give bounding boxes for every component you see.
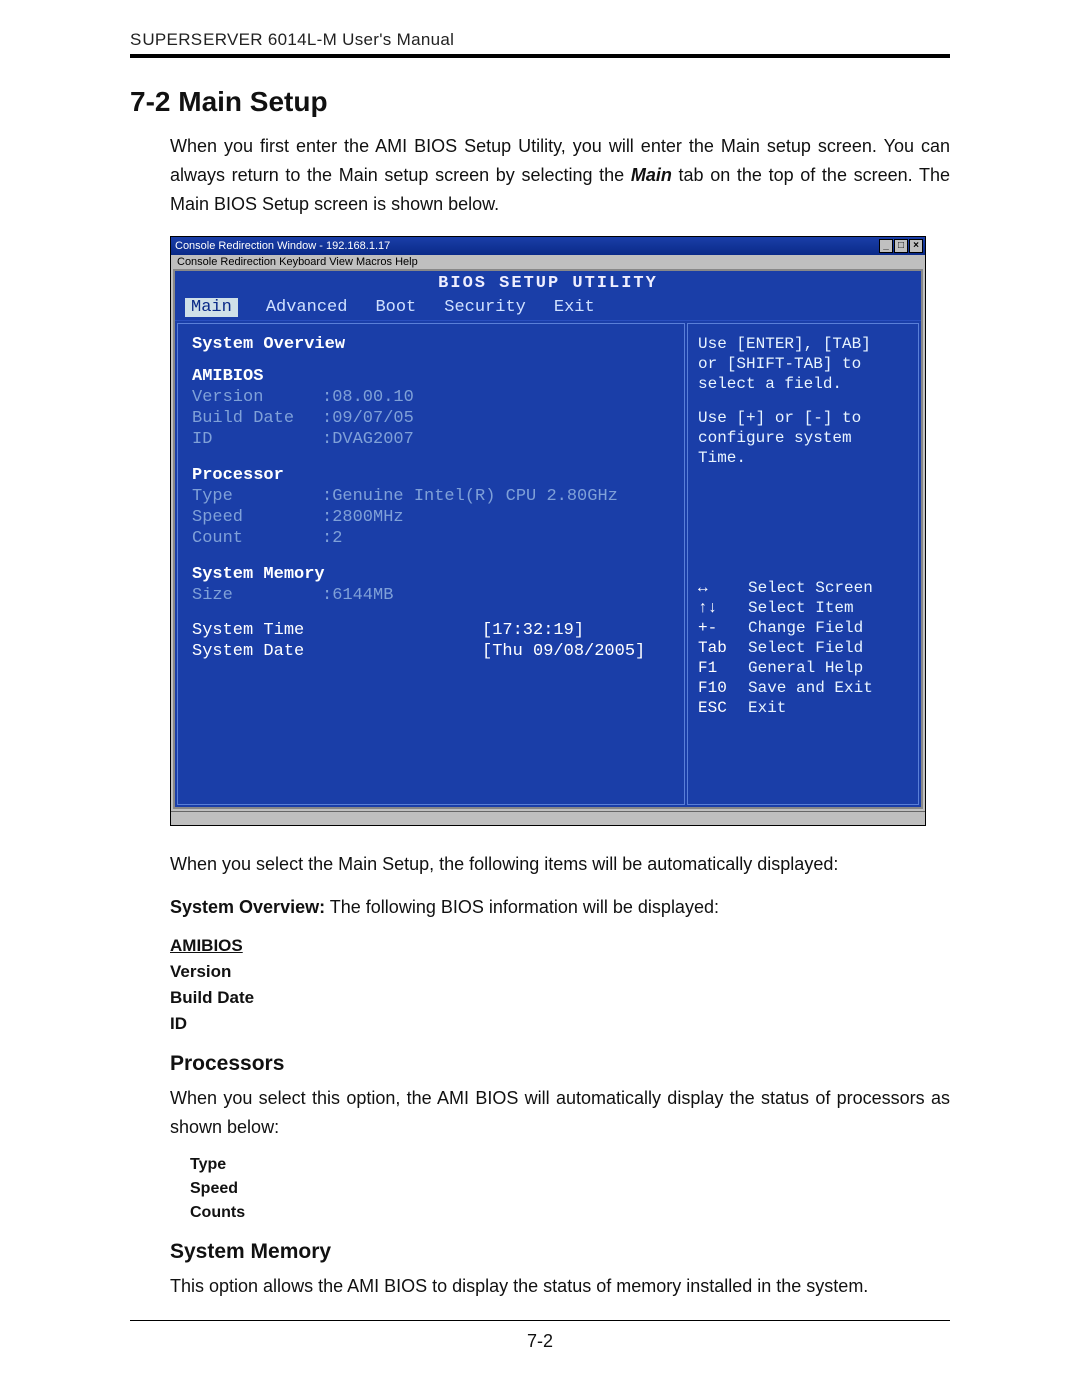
window-menu: Console Redirection Keyboard View Macros… <box>171 255 925 269</box>
nav-key-row: TabSelect Field <box>698 638 908 658</box>
proc-speed-value: 2800MHz <box>332 507 403 528</box>
system-memory-heading: System Memory <box>170 1240 950 1264</box>
bios-title: BIOS SETUP UTILITY <box>175 271 921 296</box>
id-value: DVAG2007 <box>332 429 414 450</box>
system-date-value[interactable]: [Thu 09/08/2005] <box>482 641 645 662</box>
tab-advanced[interactable]: Advanced <box>266 298 348 317</box>
nav-desc: Select Field <box>748 638 863 658</box>
running-tail: User's Manual <box>342 30 454 49</box>
intro-paragraph: When you first enter the AMI BIOS Setup … <box>170 132 950 218</box>
system-overview-line: System Overview: The following BIOS info… <box>170 893 950 922</box>
nav-key: F1 <box>698 658 748 678</box>
running-header: SUPERSERVER 6014L-M User's Manual <box>130 30 950 50</box>
processors-heading: Processors <box>170 1052 950 1076</box>
nav-key-row: ↑↓Select Item <box>698 598 908 618</box>
tab-exit[interactable]: Exit <box>554 298 595 317</box>
overview-heading: System Overview <box>192 334 670 355</box>
nav-desc: Exit <box>748 698 786 718</box>
amibios-subhead: AMIBIOS <box>170 936 950 956</box>
nav-key-row: +-Change Field <box>698 618 908 638</box>
bios-screenshot: Console Redirection Window - 192.168.1.1… <box>170 236 926 826</box>
nav-key-row: F10Save and Exit <box>698 678 908 698</box>
nav-key-row: ↔Select Screen <box>698 578 908 598</box>
nav-desc: Select Item <box>748 598 854 618</box>
nav-key-list: ↔Select Screen↑↓Select Item+-Change Fiel… <box>698 578 908 718</box>
nav-desc: Change Field <box>748 618 863 638</box>
proc-type-value: Genuine Intel(R) CPU 2.80GHz <box>332 486 618 507</box>
tab-boot[interactable]: Boot <box>375 298 416 317</box>
window-max-icon[interactable]: □ <box>894 239 908 253</box>
intro-bold: Main <box>631 165 672 185</box>
proc-item-counts: Counts <box>190 1204 950 1222</box>
build-value: 09/07/05 <box>332 408 414 429</box>
item-build-date: Build Date <box>170 988 950 1008</box>
sys-overview-label: System Overview: <box>170 897 325 917</box>
system-time-label[interactable]: System Time <box>192 620 482 641</box>
proc-speed-label: Speed <box>192 507 322 528</box>
id-label: ID <box>192 429 322 450</box>
sys-overview-text: The following BIOS information will be d… <box>330 897 719 917</box>
window-min-icon[interactable]: _ <box>879 239 893 253</box>
help-line5: configure system Time. <box>698 428 908 468</box>
nav-desc: General Help <box>748 658 863 678</box>
nav-key: ↔ <box>698 578 748 598</box>
proc-item-type: Type <box>190 1156 950 1174</box>
help-line3: select a field. <box>698 374 908 394</box>
section-title: 7-2 Main Setup <box>130 86 950 118</box>
system-date-label[interactable]: System Date <box>192 641 482 662</box>
mem-size-value: 6144MB <box>332 585 393 606</box>
help-line2: or [SHIFT-TAB] to <box>698 354 908 374</box>
proc-count-value: 2 <box>332 528 342 549</box>
window-titlebar: Console Redirection Window - 192.168.1.1… <box>171 237 925 255</box>
item-version: Version <box>170 962 950 982</box>
system-memory-text: This option allows the AMI BIOS to displ… <box>170 1272 950 1301</box>
proc-count-label: Count <box>192 528 322 549</box>
nav-key-row: F1General Help <box>698 658 908 678</box>
nav-key: Tab <box>698 638 748 658</box>
amibios-heading: AMIBIOS <box>192 366 670 387</box>
proc-type-label: Type <box>192 486 322 507</box>
product-title: SUPERSERVER 6014L-M <box>130 30 337 49</box>
memory-heading: System Memory <box>192 564 670 585</box>
nav-desc: Select Screen <box>748 578 873 598</box>
nav-key: ↑↓ <box>698 598 748 618</box>
bios-right-panel: Use [ENTER], [TAB] or [SHIFT-TAB] to sel… <box>687 323 919 805</box>
nav-key: F10 <box>698 678 748 698</box>
mem-size-label: Size <box>192 585 322 606</box>
nav-desc: Save and Exit <box>748 678 873 698</box>
nav-key: +- <box>698 618 748 638</box>
processor-heading: Processor <box>192 465 670 486</box>
window-close-icon[interactable]: × <box>909 239 923 253</box>
after-p1: When you select the Main Setup, the foll… <box>170 850 950 879</box>
nav-key: ESC <box>698 698 748 718</box>
help-line1: Use [ENTER], [TAB] <box>698 334 908 354</box>
window-title: Console Redirection Window - 192.168.1.1… <box>175 240 879 252</box>
page-number: 7-2 <box>130 1331 950 1352</box>
tab-main[interactable]: Main <box>185 298 238 317</box>
version-value: 08.00.10 <box>332 387 414 408</box>
nav-key-row: ESCExit <box>698 698 908 718</box>
proc-item-speed: Speed <box>190 1180 950 1198</box>
bios-left-panel: System Overview AMIBIOS Version: 08.00.1… <box>177 323 685 805</box>
processors-text: When you select this option, the AMI BIO… <box>170 1084 950 1142</box>
system-time-value[interactable]: [17:32:19] <box>482 620 584 641</box>
item-id: ID <box>170 1014 950 1034</box>
header-rule <box>130 54 950 58</box>
window-scrollbar[interactable] <box>171 811 925 825</box>
footer-rule <box>130 1320 950 1321</box>
build-label: Build Date <box>192 408 322 429</box>
version-label: Version <box>192 387 322 408</box>
tab-security[interactable]: Security <box>444 298 526 317</box>
bios-tab-bar: Main Advanced Boot Security Exit <box>175 296 921 321</box>
help-line4: Use [+] or [-] to <box>698 408 908 428</box>
